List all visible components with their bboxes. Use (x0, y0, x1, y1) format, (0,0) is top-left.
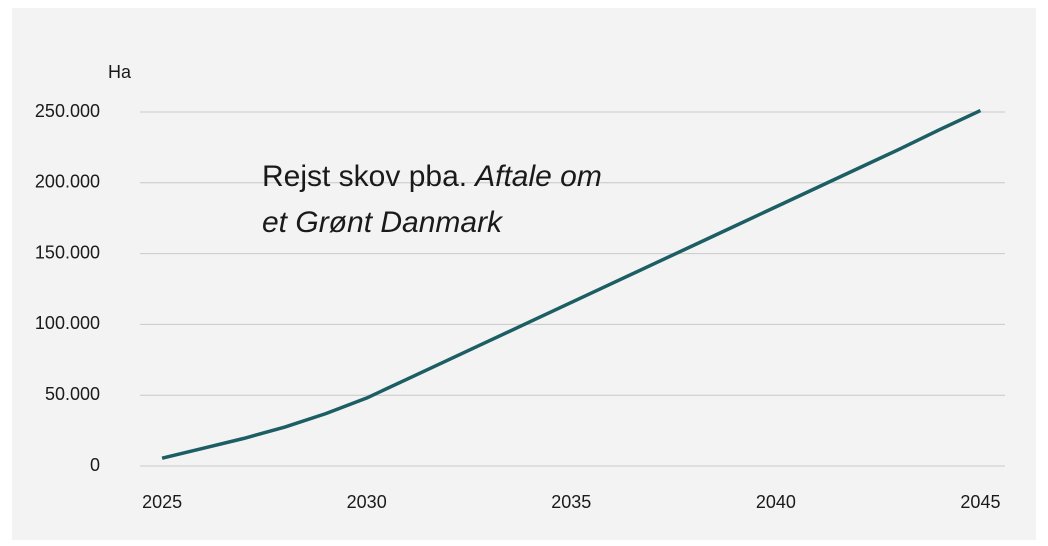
annotation: Rejst skov pba. Aftale om et Grønt Danmark (262, 160, 602, 239)
y-tick-label: 50.000 (45, 384, 100, 404)
x-tick-label: 2035 (551, 492, 591, 512)
chart-background (12, 8, 1036, 540)
y-tick-label: 0 (90, 455, 100, 475)
annotation-text: Rejst skov pba. (262, 160, 467, 193)
annotation-text: Aftale om (473, 160, 602, 193)
x-tick-label: 2040 (756, 492, 796, 512)
y-axis-label: Ha (108, 62, 132, 82)
y-tick-label: 150.000 (35, 242, 100, 262)
annotation-text: et Grønt Danmark (262, 206, 504, 239)
x-tick-label: 2030 (347, 492, 387, 512)
y-tick-label: 100.000 (35, 313, 100, 333)
y-tick-label: 250.000 (35, 101, 100, 121)
y-tick-label: 200.000 (35, 172, 100, 192)
x-tick-label: 2025 (142, 492, 182, 512)
x-tick-label: 2045 (960, 492, 1000, 512)
data-line (161, 108, 982, 460)
